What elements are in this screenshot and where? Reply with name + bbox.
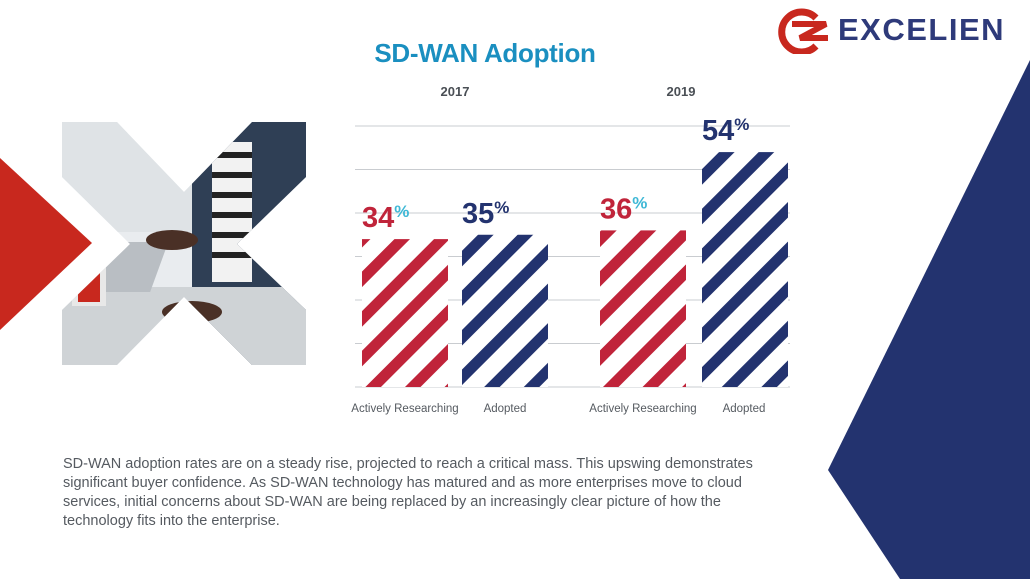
category-label: Adopted — [484, 403, 527, 415]
bar-2017-adopted — [462, 234, 548, 387]
excelien-logo-icon — [778, 8, 828, 56]
bar-2019-actively-researching — [600, 230, 686, 387]
description-text: SD-WAN adoption rates are on a steady ri… — [63, 456, 753, 529]
photo-laptop-user — [62, 122, 306, 365]
group-label-2017: 2017 — [441, 84, 470, 99]
bar-layer — [362, 152, 788, 387]
navy-triangle-decor — [828, 60, 1030, 579]
chart-title: SD-WAN Adoption — [374, 38, 596, 68]
value-label: 36% — [600, 193, 647, 225]
category-label: Actively Researching — [351, 403, 458, 415]
brand-logo: EXCELIEN — [770, 8, 1025, 56]
category-label: Actively Researching — [589, 403, 696, 415]
bar-2019-adopted — [702, 152, 788, 387]
value-label: 54% — [702, 115, 749, 147]
group-label-2019: 2019 — [667, 84, 696, 99]
label-layer: 34% Actively Researching 35% Adopted 36% Acti… — [351, 84, 765, 415]
bar-2017-actively-researching — [362, 239, 448, 387]
logo-wordmark: EXCELIEN — [838, 12, 1006, 47]
value-label: 34% — [362, 202, 409, 234]
value-label: 35% — [462, 198, 509, 230]
category-label: Adopted — [723, 403, 766, 415]
red-triangle-decor — [0, 158, 92, 330]
